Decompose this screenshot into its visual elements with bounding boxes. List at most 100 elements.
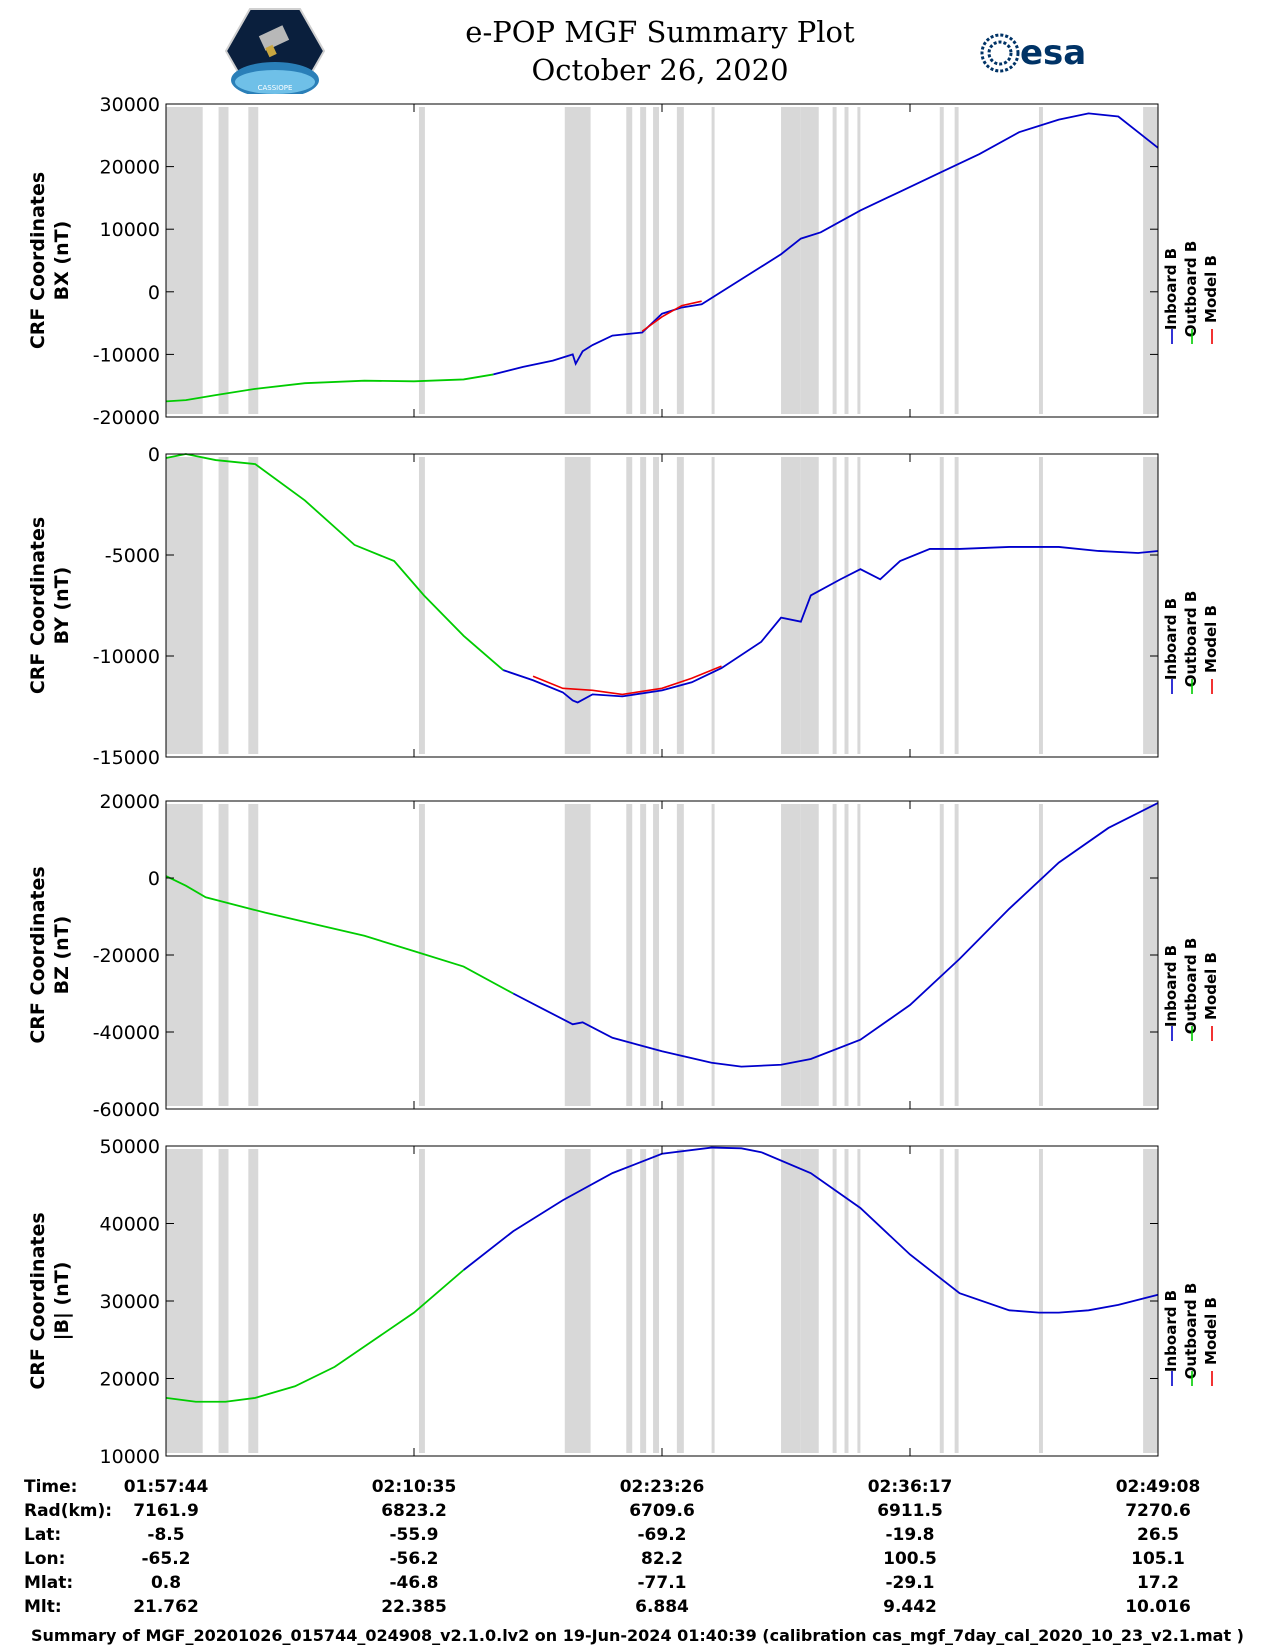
gap-band-0-9 (711, 107, 715, 414)
plot-frame-2 (165, 800, 1159, 1110)
info-mlt-1: 22.385 (381, 1597, 447, 1617)
gap-band-0-16 (954, 107, 959, 414)
info-mlt-2: 6.884 (635, 1597, 689, 1617)
info-lon-0: -65.2 (141, 1549, 191, 1569)
gap-band-2-12 (832, 804, 837, 1106)
gap-band-3-13 (844, 1149, 849, 1453)
gap-band-1-11 (800, 457, 819, 754)
gap-band-0-17 (1038, 107, 1043, 414)
legend-label-1-1: Outboard B (1182, 591, 1200, 688)
gap-band-2-6 (640, 804, 647, 1106)
gap-band-1-6 (640, 457, 647, 754)
gap-band-2-2 (248, 804, 259, 1106)
gap-band-2-7 (653, 804, 660, 1106)
gap-band-3-2 (248, 1149, 259, 1453)
legend-label-3-0: Inboard B (1162, 1290, 1180, 1372)
ytick-label-2-2: -20000 (93, 945, 160, 967)
info-rad-0: 7161.9 (133, 1501, 199, 1521)
ylabel-line1-0: CRF Coordinates (27, 172, 49, 349)
info-mlt-4: 10.016 (1125, 1597, 1191, 1617)
gap-band-3-1 (218, 1149, 229, 1453)
gap-band-1-14 (857, 457, 861, 754)
ytick-label-3-2: 30000 (100, 1291, 160, 1313)
gap-band-1-3 (418, 457, 425, 754)
ylabel-line2-0: BX (nT) (51, 221, 73, 301)
info-lat-1: -55.9 (389, 1525, 439, 1545)
outboard-line-3 (165, 1269, 465, 1403)
gap-band-1-13 (844, 457, 849, 754)
model-line-0 (641, 300, 702, 332)
ytick-label-2-4: 20000 (100, 791, 160, 813)
gap-band-2-13 (844, 804, 849, 1106)
esa-logo-text: esa (1020, 33, 1086, 73)
gap-band-1-9 (711, 457, 715, 754)
gap-band-1-8 (676, 457, 684, 754)
ylabel-line1-2: CRF Coordinates (27, 866, 49, 1043)
gap-band-3-5 (626, 1149, 633, 1453)
inboard-line-1 (502, 546, 1159, 704)
info-lat-2: -69.2 (637, 1525, 687, 1545)
gap-band-3-7 (653, 1149, 660, 1453)
ytick-label-2-0: -60000 (93, 1099, 160, 1121)
gap-band-3-17 (1038, 1149, 1043, 1453)
gap-band-2-9 (711, 804, 715, 1106)
info-lon-3: 100.5 (883, 1549, 937, 1569)
gap-band-3-9 (711, 1149, 715, 1453)
model-line-1 (532, 665, 722, 696)
info-mlt-0: 21.762 (133, 1597, 199, 1617)
outboard-line-0 (165, 373, 494, 403)
gap-band-2-15 (939, 804, 944, 1106)
info-label-lat: Lat: (24, 1525, 62, 1545)
gap-band-3-6 (640, 1149, 647, 1453)
ytick-label-0-1: -10000 (93, 344, 160, 366)
info-label-mlat: Mlat: (24, 1573, 74, 1593)
gap-band-3-10 (781, 1149, 801, 1453)
inboard-line-0 (493, 112, 1159, 376)
info-mlat-0: 0.8 (150, 1573, 182, 1593)
cassiope-logo-text: CASSIOPE (258, 84, 293, 92)
info-lat-4: 26.5 (1137, 1525, 1179, 1545)
gap-band-1-15 (939, 457, 944, 754)
ytick-label-1-2: -5000 (105, 545, 160, 567)
info-mlat-2: -77.1 (637, 1573, 687, 1593)
gap-band-0-0 (166, 107, 203, 414)
info-mlat-3: -29.1 (885, 1573, 935, 1593)
info-lon-4: 105.1 (1131, 1549, 1185, 1569)
ytick-label-0-2: 0 (148, 282, 160, 304)
gap-band-0-18 (1143, 107, 1158, 414)
ytick-label-2-1: -40000 (93, 1022, 160, 1044)
legend-label-1-2: Model B (1202, 605, 1220, 673)
gap-band-2-1 (218, 804, 229, 1106)
gap-band-0-11 (800, 107, 819, 414)
info-time-2: 02:23:26 (619, 1477, 705, 1497)
gap-band-0-3 (418, 107, 425, 414)
ytick-label-1-0: -15000 (93, 747, 160, 769)
plot-title: e-POP MGF Summary Plot (465, 15, 855, 49)
info-label-rad: Rad(km): (24, 1501, 113, 1521)
gap-band-0-13 (844, 107, 849, 414)
cassiope-logo: CASSIOPE (225, 8, 325, 94)
legend-label-3-2: Model B (1202, 1297, 1220, 1365)
gap-band-2-3 (418, 804, 425, 1106)
ylabel-line1-1: CRF Coordinates (27, 517, 49, 694)
gap-band-0-8 (676, 107, 684, 414)
gap-band-1-1 (218, 457, 229, 754)
gap-band-2-11 (800, 804, 819, 1106)
outboard-line-1 (165, 453, 504, 671)
gap-band-1-17 (1038, 457, 1043, 754)
info-label-mlt: Mlt: (24, 1597, 62, 1617)
legend-label-2-0: Inboard B (1162, 945, 1180, 1027)
gap-band-0-6 (640, 107, 647, 414)
ytick-label-0-5: 30000 (100, 94, 160, 116)
info-rad-4: 7270.6 (1125, 1501, 1191, 1521)
gap-band-0-15 (939, 107, 944, 414)
legend-label-0-2: Model B (1202, 255, 1220, 323)
info-lat-0: -8.5 (147, 1525, 185, 1545)
info-mlat-1: -46.8 (389, 1573, 439, 1593)
gap-band-0-12 (832, 107, 837, 414)
gap-band-1-4 (564, 457, 591, 754)
info-time-1: 02:10:35 (371, 1477, 457, 1497)
plot-frame-0 (165, 103, 1159, 418)
ylabel-line2-2: BZ (nT) (51, 916, 73, 995)
inboard-line-3 (463, 1146, 1159, 1314)
